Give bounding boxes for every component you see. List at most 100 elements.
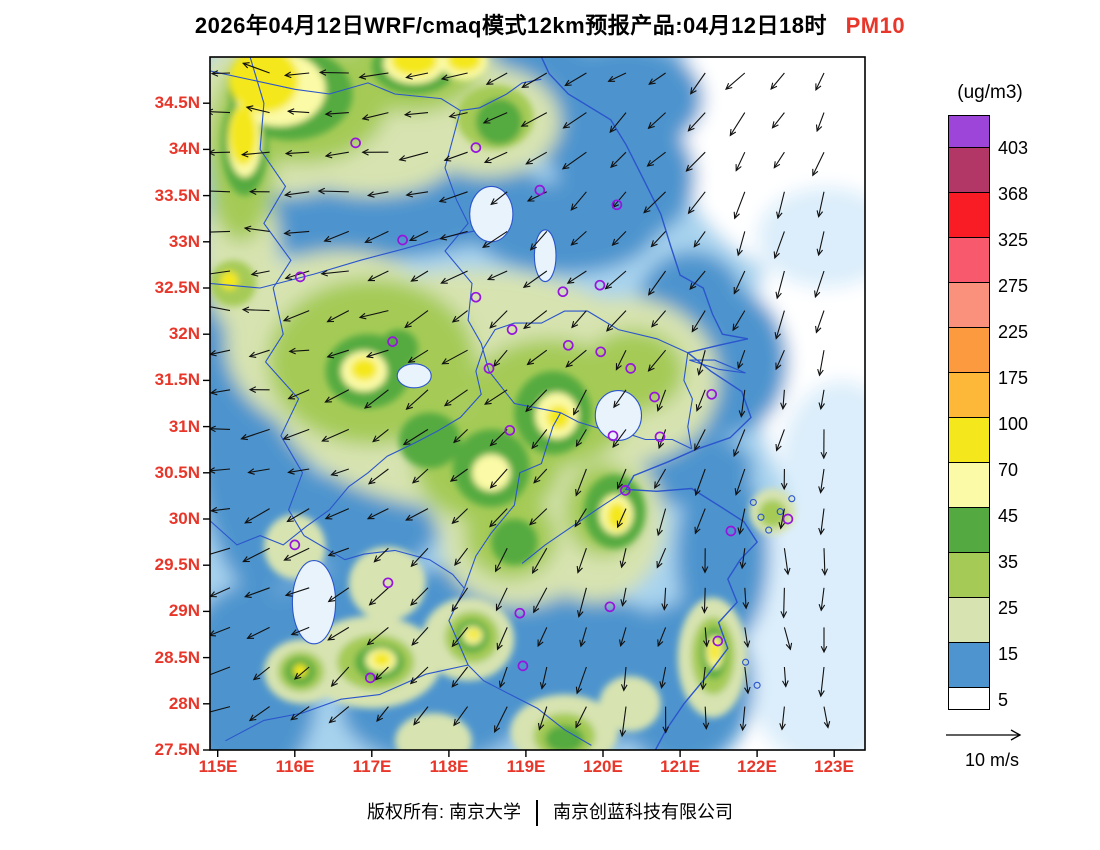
legend-unit-label: (ug/m3) bbox=[957, 82, 1023, 103]
wind-arrow bbox=[744, 627, 749, 647]
wind-arrow bbox=[571, 310, 587, 328]
wind-arrow-head bbox=[691, 324, 699, 333]
wind-arrow bbox=[621, 706, 627, 737]
pm10-field-blob bbox=[348, 546, 426, 621]
wind-arrow-head bbox=[404, 321, 412, 329]
wind-arrow bbox=[820, 666, 825, 697]
wind-arrow bbox=[409, 230, 429, 241]
wind-arrow bbox=[411, 270, 429, 282]
wind-arrow bbox=[527, 349, 548, 365]
lon-tick-label: 120E bbox=[583, 757, 623, 776]
colorbar-cell bbox=[948, 507, 990, 553]
wind-arrow-head bbox=[483, 157, 492, 164]
wind-arrow bbox=[246, 106, 270, 114]
wind-arrow bbox=[318, 190, 349, 193]
wind-arrow-head bbox=[368, 598, 376, 606]
wind-arrow-head bbox=[324, 151, 333, 159]
colorbar-cell bbox=[948, 687, 990, 710]
wind-arrow-head bbox=[646, 159, 655, 167]
city-marker bbox=[294, 271, 306, 283]
wind-arrow-head bbox=[210, 425, 216, 433]
wind-arrow bbox=[615, 349, 627, 370]
island bbox=[757, 513, 765, 521]
wind-arrow bbox=[453, 429, 468, 443]
city-marker bbox=[470, 291, 482, 303]
wind-arrow bbox=[522, 72, 548, 88]
wind-arrow-head bbox=[575, 488, 582, 497]
wind-arrow-head bbox=[656, 560, 663, 569]
lat-tick-label: 29.5N bbox=[154, 555, 200, 574]
colorbar-cell bbox=[948, 597, 990, 643]
wind-arrow-head bbox=[290, 629, 299, 636]
pm10-field-blob bbox=[220, 271, 239, 290]
chart-title: 2026年04月12日WRF/cmaq模式12km预报产品:04月12日18时 … bbox=[0, 8, 1100, 40]
wind-arrow bbox=[782, 389, 785, 409]
wind-arrow-head bbox=[244, 591, 252, 598]
province-border bbox=[444, 110, 561, 414]
colorbar-level-label: 403 bbox=[998, 138, 1029, 158]
wind-arrow bbox=[578, 587, 587, 617]
wind-arrow-head bbox=[403, 110, 412, 118]
wind-arrow-head bbox=[287, 468, 295, 475]
wind-arrow-head bbox=[562, 122, 570, 129]
wind-arrow bbox=[704, 706, 707, 729]
city-marker bbox=[594, 279, 606, 291]
wind-arrow-head bbox=[816, 248, 824, 257]
wind-arrow-head bbox=[539, 682, 547, 690]
wind-reference-head bbox=[1010, 729, 1022, 741]
wind-arrow-head bbox=[689, 282, 697, 290]
wind-arrow-head bbox=[373, 555, 381, 563]
pm10-field-blob bbox=[757, 186, 865, 288]
wind-arrow bbox=[605, 270, 627, 290]
wind-arrow-head bbox=[687, 206, 695, 215]
wind-arrow bbox=[405, 112, 429, 116]
wind-arrow-head bbox=[250, 270, 259, 277]
wind-arrow bbox=[283, 310, 310, 322]
wind-arrow bbox=[571, 230, 587, 246]
wind-arrow bbox=[288, 389, 310, 400]
wind-arrow bbox=[410, 547, 429, 567]
wind-arrow-head bbox=[405, 514, 413, 521]
colorbar-level-label: 225 bbox=[998, 322, 1029, 342]
lake bbox=[594, 390, 643, 441]
city-marker bbox=[712, 635, 724, 647]
wind-arrow bbox=[606, 310, 627, 332]
wind-arrow bbox=[657, 627, 667, 647]
wind-arrow bbox=[327, 349, 349, 358]
wind-arrow-head bbox=[489, 520, 497, 528]
wind-arrow bbox=[285, 72, 310, 76]
lat-tick-label: 33N bbox=[168, 232, 200, 251]
wind-arrow-head bbox=[495, 603, 502, 612]
wind-arrow-head bbox=[368, 477, 376, 485]
wind-arrow-head bbox=[615, 363, 622, 371]
wind-arrow bbox=[783, 666, 787, 687]
wind-arrow bbox=[657, 389, 667, 411]
wind-arrow bbox=[772, 112, 785, 129]
wind-arrow-head bbox=[410, 275, 418, 282]
wind-arrow-head bbox=[648, 78, 656, 85]
wind-arrow-head bbox=[496, 642, 503, 651]
wind-arrow bbox=[210, 349, 231, 355]
wind-arrow bbox=[823, 548, 826, 575]
wind-arrow bbox=[776, 429, 785, 451]
wind-arrow bbox=[452, 508, 468, 524]
wind-arrow bbox=[608, 72, 627, 82]
wind-arrow-head bbox=[451, 639, 459, 648]
wind-arrow-head bbox=[372, 435, 380, 443]
pm10-field-blob bbox=[758, 499, 787, 528]
wind-arrow bbox=[651, 310, 667, 328]
wind-arrow-head bbox=[454, 558, 461, 566]
wind-arrow-head bbox=[440, 74, 449, 81]
wind-arrow-head bbox=[324, 396, 332, 403]
wind-arrow-head bbox=[744, 686, 751, 695]
wind-arrow bbox=[211, 508, 231, 512]
wind-arrow bbox=[364, 389, 389, 409]
wind-arrow-head bbox=[374, 673, 382, 681]
wind-arrow-head bbox=[449, 475, 458, 482]
wind-arrow bbox=[820, 468, 825, 493]
wind-arrow bbox=[288, 110, 310, 114]
wind-arrow-head bbox=[203, 552, 209, 557]
wind-arrow-head bbox=[610, 160, 618, 169]
city-marker bbox=[483, 363, 495, 374]
wind-arrow-head bbox=[662, 726, 669, 734]
